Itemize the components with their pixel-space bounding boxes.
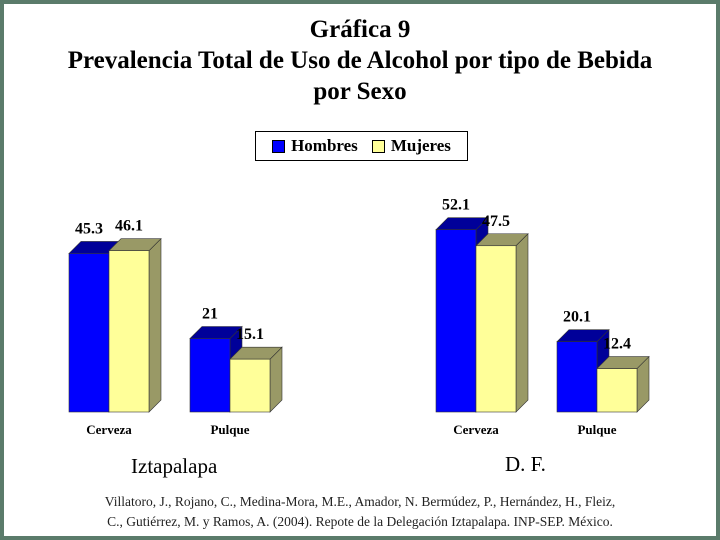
legend-item-hombres: Hombres — [272, 136, 358, 156]
value-label-mujeres-pulque-1: 12.4 — [603, 336, 631, 353]
group-label-iztapalapa: Iztapalapa — [131, 454, 218, 478]
value-label-mujeres-cerveza-1: 47.5 — [482, 213, 510, 230]
group-label-df: D. F. — [505, 452, 546, 476]
legend-item-mujeres: Mujeres — [371, 136, 451, 156]
chart-title: Gráfica 9 Prevalencia Total de Uso de Al… — [0, 14, 720, 107]
bar-hombres-pulque-1 — [556, 341, 598, 413]
category-label-pulque-1: Pulque — [577, 422, 616, 437]
bar-mujeres-pulque-1 — [596, 368, 638, 413]
bar-hombres-pulque-0 — [189, 338, 231, 413]
bar-hombres-cerveza-1 — [435, 229, 477, 413]
legend: Hombres Mujeres — [255, 131, 468, 161]
source-citation: Villatoro, J., Rojano, C., Medina-Mora, … — [30, 492, 690, 532]
category-label-cerveza-0: Cerveza — [86, 422, 132, 437]
value-label-mujeres-cerveza-0: 46.1 — [115, 218, 143, 235]
bar-mujeres-cerveza-0 — [108, 250, 150, 413]
value-label-mujeres-pulque-0: 15.1 — [236, 326, 264, 343]
value-label-hombres-cerveza-0: 45.3 — [75, 220, 103, 237]
bar-mujeres-cerveza-1 — [475, 245, 517, 413]
source-line-2: C., Gutiérrez, M. y Ramos, A. (2004). Re… — [107, 514, 613, 529]
value-label-hombres-pulque-0: 21 — [202, 306, 218, 323]
legend-label-hombres: Hombres — [291, 136, 358, 155]
title-line-2: Prevalencia Total de Uso de Alcohol por … — [67, 47, 653, 74]
source-line-1: Villatoro, J., Rojano, C., Medina-Mora, … — [104, 494, 616, 509]
legend-label-mujeres: Mujeres — [390, 136, 451, 155]
title-line-3: por Sexo — [313, 78, 407, 105]
legend-swatch-mujeres — [371, 139, 385, 153]
bar-side-mujeres-cerveza-0 — [148, 237, 162, 413]
category-label-cerveza-1: Cerveza — [453, 422, 499, 437]
value-label-hombres-cerveza-1: 52.1 — [442, 197, 470, 214]
legend-swatch-hombres — [272, 139, 286, 153]
title-line-1: Gráfica 9 — [309, 16, 411, 43]
bar-side-mujeres-cerveza-1 — [515, 233, 529, 413]
bar-hombres-cerveza-0 — [68, 253, 110, 413]
value-label-hombres-pulque-1: 20.1 — [563, 309, 591, 326]
category-label-pulque-0: Pulque — [210, 422, 249, 437]
bar-mujeres-pulque-0 — [229, 358, 271, 413]
